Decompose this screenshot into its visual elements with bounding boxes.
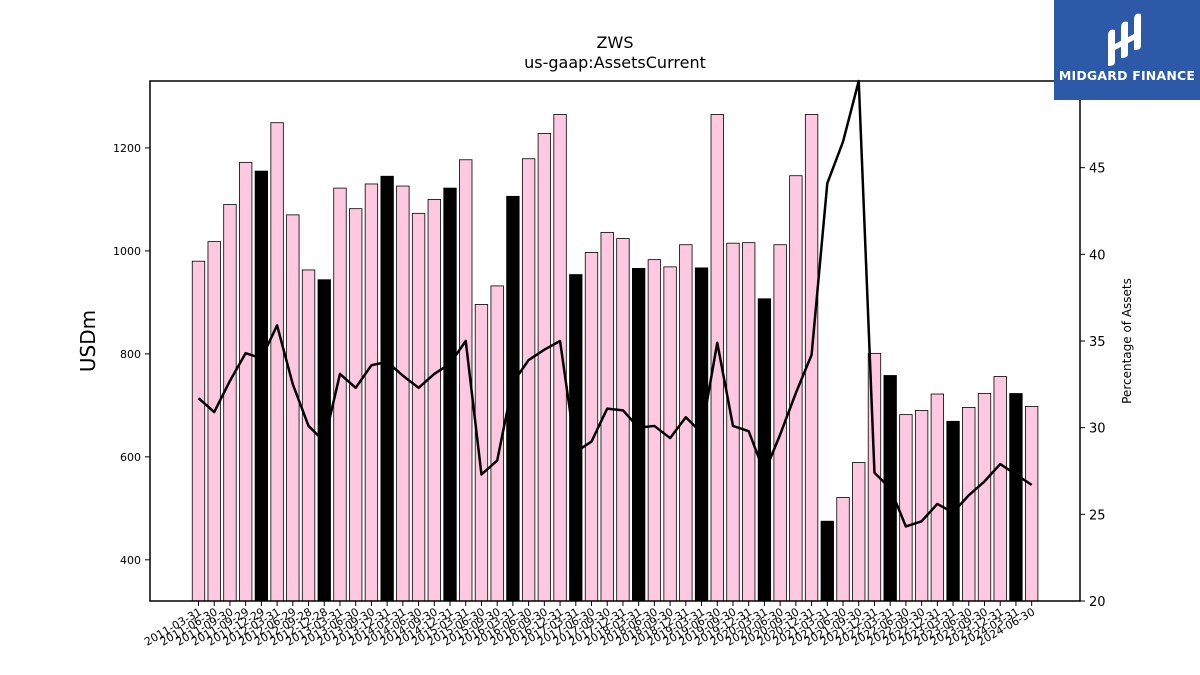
y-tick-label: 800 xyxy=(120,348,141,361)
y2-tick-label: 40 xyxy=(1089,248,1106,263)
y-axis-label: USDm xyxy=(76,310,100,372)
brand-logo: MIDGARD FINANCE xyxy=(1054,0,1200,100)
bar xyxy=(616,238,630,602)
bar xyxy=(836,497,850,602)
bar xyxy=(427,199,441,602)
y2-tick-label: 20 xyxy=(1089,595,1106,610)
bar xyxy=(1025,405,1039,602)
bar xyxy=(632,268,646,602)
bar xyxy=(286,214,300,602)
bar xyxy=(349,208,363,602)
bar xyxy=(1009,393,1023,602)
bar xyxy=(254,170,269,602)
bar xyxy=(899,414,913,602)
bar xyxy=(930,393,944,602)
line-layer xyxy=(197,79,1033,528)
bar xyxy=(411,212,426,602)
logo-text: MIDGARD FINANCE xyxy=(1058,68,1196,83)
bar xyxy=(191,260,206,602)
bar xyxy=(993,376,1007,602)
bar xyxy=(569,274,583,602)
y-tick-label: 400 xyxy=(120,554,141,567)
bar xyxy=(694,267,709,602)
bar xyxy=(301,269,316,602)
chart-title: ZWS xyxy=(597,33,634,52)
bar xyxy=(914,410,929,602)
logo-mark-icon xyxy=(1108,13,1141,67)
bar xyxy=(537,133,551,602)
y-ticks: 400 600 800 1000 1200 xyxy=(113,142,150,567)
bar xyxy=(270,122,284,602)
bar xyxy=(710,114,724,602)
bar xyxy=(820,520,834,602)
y2-tick-label: 35 xyxy=(1089,335,1106,350)
bar xyxy=(364,183,379,602)
bar xyxy=(223,204,237,602)
bar xyxy=(852,462,866,602)
bar xyxy=(443,187,457,602)
bar xyxy=(789,175,803,602)
y-tick-label: 1000 xyxy=(113,245,141,258)
y2-tick-label: 25 xyxy=(1089,508,1106,523)
bar xyxy=(396,185,410,602)
bar xyxy=(474,304,489,602)
bar xyxy=(207,241,221,602)
bar-group xyxy=(191,114,1039,602)
bar xyxy=(584,252,599,602)
bar xyxy=(521,158,536,602)
x-ticks: 2011-03-312011-06-302011-09-302011-09-29… xyxy=(142,601,1037,649)
bar xyxy=(962,407,976,602)
bar xyxy=(742,242,756,602)
bar xyxy=(757,298,772,602)
y2-tick-label: 45 xyxy=(1089,162,1106,177)
y2-tick-label: 30 xyxy=(1089,422,1106,437)
bar xyxy=(553,114,567,602)
bar xyxy=(977,393,992,602)
y2-ticks: 20 25 30 35 40 45 xyxy=(1080,162,1106,610)
chart-subtitle: us-gaap:AssetsCurrent xyxy=(524,53,706,72)
bar xyxy=(380,175,394,602)
y2-axis-label: Percentage of Assets xyxy=(1120,278,1134,404)
y-tick-label: 1200 xyxy=(113,142,141,155)
y-tick-label: 600 xyxy=(120,451,141,464)
bar xyxy=(239,161,253,602)
series-line xyxy=(197,79,1033,528)
